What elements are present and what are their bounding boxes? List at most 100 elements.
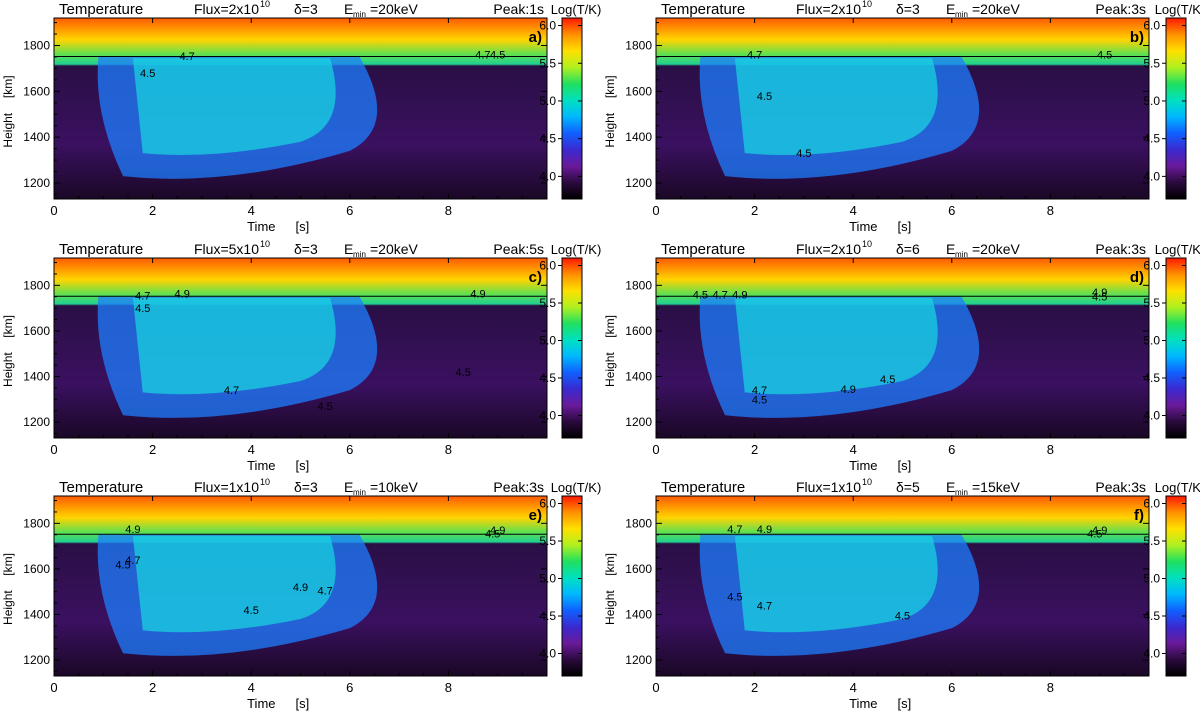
y-tick-label: 1800	[23, 278, 50, 292]
y-tick-label: 1600	[23, 84, 50, 98]
contour-label: 4.9	[125, 524, 140, 536]
y-tick-label: 1200	[625, 653, 652, 667]
colorbar-tick-label: 6.0	[1143, 19, 1160, 33]
hot-core-region	[734, 58, 938, 156]
x-tick-label: 2	[149, 442, 156, 457]
title-flux-exponent: 10	[260, 239, 270, 249]
colorbar: Log(T/K) 6.0 5.5 5.0 4.5 4.0	[539, 242, 601, 439]
colorbar-title: Log(T/K)	[1155, 242, 1200, 257]
contour-label: 4.5	[752, 394, 767, 406]
title-flux: Flux=2x10	[796, 241, 861, 257]
title-delta: δ=5	[896, 479, 920, 495]
title-flux-exponent: 10	[862, 0, 872, 9]
colorbar-tick-label: 4.5	[539, 609, 556, 623]
contour-label: 4.9	[1092, 525, 1107, 537]
contour-label: 4.5	[318, 401, 333, 413]
x-tick-label: 2	[149, 680, 156, 695]
colorbar-tick-label: 5.5	[539, 534, 556, 548]
colorbar-tick-label: 4.0	[1143, 647, 1160, 661]
colorbar-tick-label: 5.5	[539, 56, 556, 70]
x-tick-label: 4	[850, 442, 857, 457]
panel-label: e)	[529, 507, 542, 524]
title-emin-subscript: min	[353, 250, 366, 259]
title-peak: Peak:5s	[493, 241, 544, 257]
title-flux: Flux=2x10	[194, 1, 259, 17]
colorbar-tick-label: 6.0	[539, 19, 556, 33]
contour-label: 4.9	[293, 582, 308, 594]
hot-core-region	[132, 58, 336, 156]
contour-label: 4.7	[318, 586, 333, 598]
contour-label: 4.5	[1092, 292, 1107, 304]
y-axis-label: Height	[603, 590, 617, 625]
colorbar-title: Log(T/K)	[551, 480, 602, 495]
contour-label: 4.7	[475, 50, 490, 62]
x-axis-label: Time	[247, 219, 275, 234]
chart-panel-f: 4.7 4.94.54.74.54.94.50 2 4 6 812001400160018…	[603, 477, 1200, 711]
colorbar: Log(T/K) 6.0 5.5 5.0 4.5 4.0	[539, 480, 602, 677]
x-tick-label: 8	[1047, 680, 1054, 695]
colorbar-tick-label: 6.0	[539, 497, 556, 511]
contour-label: 4.9	[1092, 287, 1107, 299]
colorbar-tick-label: 6.0	[1143, 497, 1160, 511]
panel-label: a)	[529, 29, 542, 46]
x-tick-label: 0	[50, 203, 57, 218]
x-axis-unit: [s]	[296, 458, 310, 473]
x-tick-label: 6	[346, 680, 353, 695]
contour-label: 4.7	[747, 50, 762, 62]
x-tick-label: 6	[346, 203, 353, 218]
colorbar: Log(T/K) 6.0 5.5 5.0 4.5 4.0	[1143, 2, 1200, 200]
colorbar-scale	[561, 257, 583, 439]
colorbar: Log(T/K) 6.0 5.5 5.0 4.5 4.0	[539, 2, 601, 200]
title-delta: δ=3	[294, 1, 318, 17]
title-delta: δ=6	[896, 241, 920, 257]
y-tick-label: 1400	[625, 369, 652, 383]
title-peak: Peak:3s	[1095, 241, 1146, 257]
title-quantity: Temperature	[59, 241, 143, 258]
title-emin: E	[946, 1, 955, 17]
x-axis-unit: [s]	[898, 458, 912, 473]
title-emin-subscript: min	[955, 488, 968, 497]
y-axis-unit: [km]	[603, 315, 617, 338]
colorbar-tick-label: 4.0	[1143, 409, 1160, 423]
y-tick-label: 1200	[23, 415, 50, 429]
colorbar-scale	[1165, 257, 1187, 439]
x-tick-label: 8	[1047, 203, 1054, 218]
contour-label: 4.5	[880, 374, 895, 386]
x-axis-unit: [s]	[898, 696, 912, 711]
chart-panel-e: 4.94.54.74.9 4.74.54.94.50 2 4 6 812001400160…	[1, 477, 601, 711]
title-delta: δ=3	[294, 241, 318, 257]
y-tick-label: 1800	[23, 38, 50, 52]
colorbar-tick-label: 5.0	[539, 94, 556, 108]
y-tick-label: 1400	[625, 130, 652, 144]
chart-panel-b: 4.7 4.5 4.5 4.5 0 2 4 6 8 1200 1400 1600 1800 Time [s]…	[603, 0, 1200, 234]
contour-label: 4.5	[796, 148, 811, 160]
contour-label: 4.7	[712, 289, 727, 301]
panel-label: c)	[529, 269, 542, 286]
title-emin: E	[946, 241, 955, 257]
x-tick-label: 0	[652, 442, 659, 457]
contour-label: 4.9	[175, 288, 190, 300]
x-tick-label: 4	[850, 680, 857, 695]
x-axis-label: Time	[849, 219, 877, 234]
y-tick-label: 1600	[625, 324, 652, 338]
colorbar-tick-label: 6.0	[1143, 259, 1160, 273]
y-axis-label: Height	[1, 352, 15, 387]
title-flux: Flux=1x10	[194, 479, 259, 495]
colorbar-scale	[561, 17, 583, 200]
y-axis-unit: [km]	[603, 553, 617, 576]
colorbar-scale	[561, 495, 583, 677]
x-axis-label: Time	[247, 458, 275, 473]
y-tick-label: 1600	[23, 562, 50, 576]
title-emin-subscript: min	[353, 488, 366, 497]
x-tick-label: 0	[652, 203, 659, 218]
title-flux: Flux=1x10	[796, 479, 861, 495]
contour-label: 4.9	[470, 288, 485, 300]
y-tick-label: 1200	[625, 176, 652, 190]
title-peak: Peak:1s	[493, 1, 544, 17]
contour-label: 4.7	[752, 385, 767, 397]
contour-label: 4.5	[1097, 50, 1112, 62]
contour-label: 4.7	[179, 51, 194, 63]
colorbar-tick-label: 4.0	[1143, 169, 1160, 183]
x-tick-label: 2	[751, 203, 758, 218]
